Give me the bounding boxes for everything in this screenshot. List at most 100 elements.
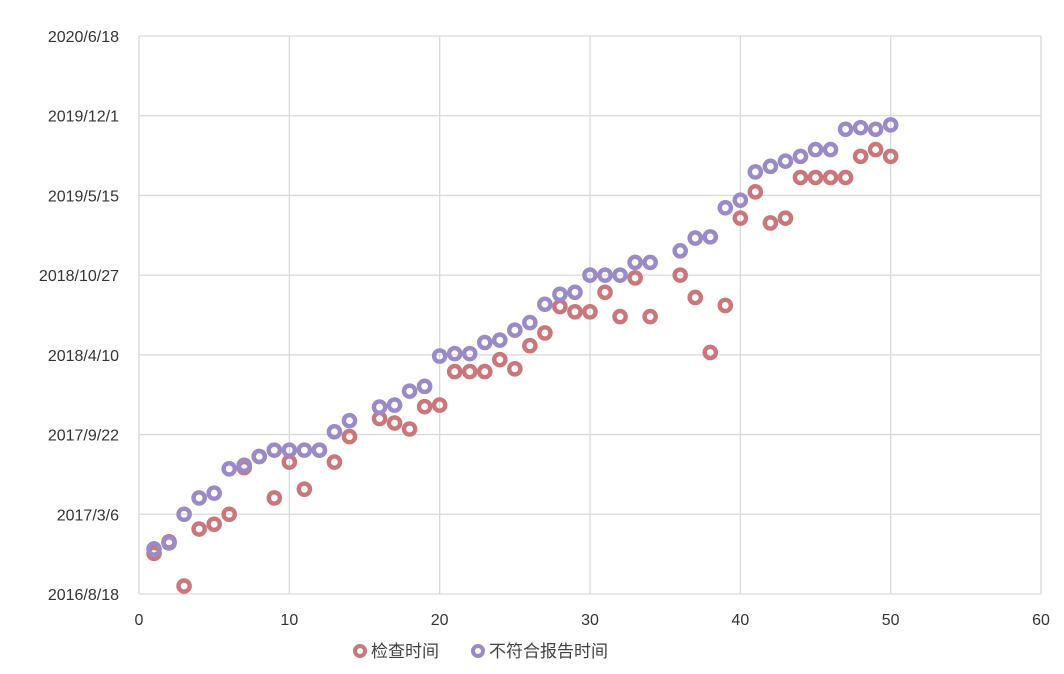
y-tick-label: 2019/12/1 [48,109,119,126]
x-tick-label: 20 [431,612,449,629]
data-point [221,461,237,477]
data-point [176,506,192,523]
data-point [176,578,192,594]
legend-marker [353,644,367,658]
data-point [807,141,824,158]
data-point [837,169,854,186]
data-point [882,148,899,165]
data-point [777,153,794,169]
data-point [882,117,899,133]
data-point [522,314,538,331]
x-tick-label: 0 [135,612,144,629]
data-point [852,148,869,165]
x-tick-label: 40 [731,612,749,629]
data-point [341,412,358,429]
data-point [822,141,839,158]
data-point [341,428,358,445]
data-point [702,344,719,361]
data-point [206,485,222,501]
data-point [522,337,538,354]
data-point [476,363,493,380]
x-tick-label: 10 [280,612,298,629]
data-point [446,363,463,380]
y-tick-label: 2017/9/22 [48,428,119,445]
data-point [777,210,794,226]
data-point [236,457,253,474]
legend-label: 不符合报告时间 [489,642,608,662]
y-tick-label: 2019/5/15 [48,188,119,205]
data-point [461,363,478,380]
data-point [146,541,162,557]
data-point [191,490,207,506]
data-point [642,308,658,325]
series-1 [146,141,899,594]
data-point [627,270,643,286]
data-points [146,117,899,594]
data-point [732,210,749,226]
series-2 [146,117,899,557]
y-tick-label: 2018/10/27 [39,268,119,285]
data-point [867,141,884,158]
data-point [401,421,418,437]
data-point [386,397,403,413]
data-point [672,267,689,283]
data-point [822,169,839,186]
data-point [552,298,568,315]
data-point [747,184,764,200]
data-point [732,192,749,209]
y-tick-label: 2018/4/10 [48,348,119,365]
data-point [597,284,613,301]
data-point [612,267,628,283]
data-point [371,399,388,415]
data-point [567,304,583,320]
x-tick-label: 50 [882,612,900,629]
data-point [161,535,177,551]
data-point [687,289,704,306]
x-tick-label: 30 [581,612,599,629]
y-tick-label: 2020/6/18 [48,29,119,46]
data-point [311,442,328,458]
data-point [807,169,824,186]
data-point [792,148,809,165]
data-point [867,121,884,138]
legend-label: 检查时间 [371,642,439,662]
data-point [537,325,553,341]
data-point [326,423,343,440]
y-tick-label: 2017/3/6 [57,507,119,524]
data-point [687,230,704,246]
data-point [792,169,809,186]
data-point [281,442,298,458]
y-tick-label: 2016/8/18 [48,587,119,604]
data-point [446,345,463,362]
data-point [582,304,598,320]
data-point [837,121,854,138]
data-point [206,516,222,533]
data-point [431,397,448,413]
data-point [461,345,478,362]
data-point [627,254,643,271]
data-point [762,158,779,175]
data-point [717,199,734,216]
data-point [266,490,283,506]
data-point [326,454,343,470]
data-point [852,119,869,136]
data-point [416,398,433,415]
data-point [747,164,764,180]
data-point [642,254,658,271]
data-point [702,229,719,245]
grid [138,35,1042,595]
data-point [251,448,268,465]
data-point [552,286,568,303]
data-point [191,521,207,537]
data-point [582,267,598,283]
data-point [266,442,283,458]
data-point [717,297,734,314]
data-point [762,215,779,231]
legend-marker [471,644,485,658]
data-point [416,378,433,395]
data-point [612,308,628,325]
data-point [507,322,523,338]
data-point [597,267,613,283]
